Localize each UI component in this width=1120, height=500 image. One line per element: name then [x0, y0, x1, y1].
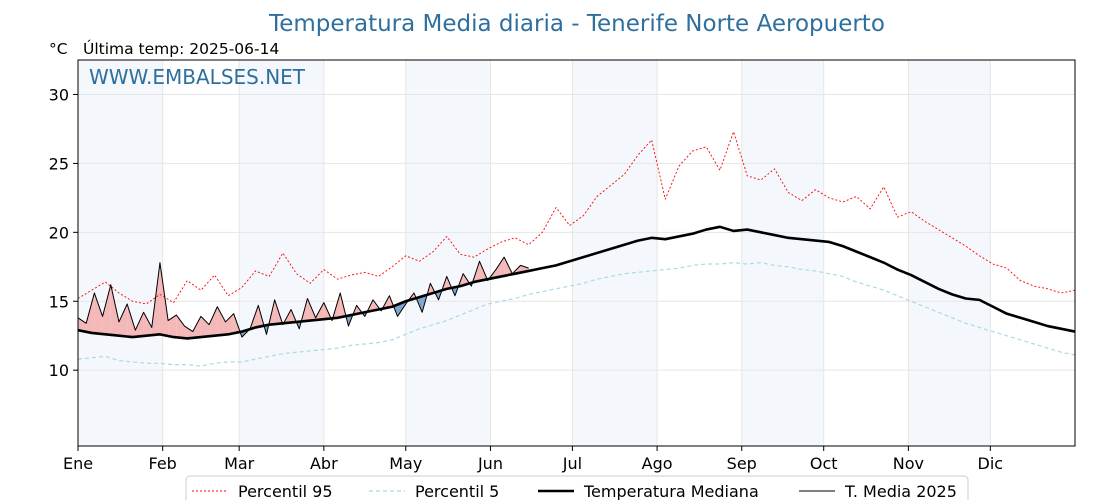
- fill-above-median: [110, 284, 119, 336]
- watermark: WWW.EMBALSES.NET: [89, 65, 306, 89]
- series-line-current: [77, 256, 529, 338]
- x-tick-label-mar: Mar: [224, 454, 255, 473]
- fill-above-median: [184, 326, 193, 339]
- legend-label-1: Percentil 5: [415, 482, 499, 500]
- plot-frame: [77, 59, 1076, 447]
- month-bands: [78, 60, 991, 446]
- y-tick-label: 15: [49, 292, 69, 311]
- series-line-p95: [77, 131, 1076, 305]
- legend-label-2: Temperatura Mediana: [583, 482, 759, 500]
- y-axis: 10 15 20 25 30: [49, 85, 78, 380]
- fill-above-median: [86, 292, 95, 334]
- unit-label: °C: [49, 40, 68, 58]
- fill-above-median: [217, 306, 226, 336]
- last-temp-label: Última temp: 2025-06-14: [83, 39, 279, 58]
- month-band-nov: [908, 60, 991, 446]
- fill-above-median: [159, 262, 169, 336]
- legend-box: [185, 475, 969, 500]
- legend-label-3: T. Media 2025: [844, 482, 957, 500]
- x-axis: Ene Feb Mar Abr May Jun Jul Ago Sep Oct Nov Dic: [63, 446, 1003, 473]
- x-tick-label-ene: Ene: [63, 454, 93, 473]
- x-tick-label-may: May: [389, 454, 422, 473]
- series-lines: [77, 131, 1076, 367]
- x-tick-label-ago: Ago: [642, 454, 673, 473]
- x-tick-label-nov: Nov: [893, 454, 924, 473]
- legend-label-0: Percentil 95: [238, 482, 333, 500]
- x-tick-label-dic: Dic: [978, 454, 1004, 473]
- fill-above-median: [135, 312, 144, 337]
- y-tick-label: 25: [49, 154, 69, 173]
- legend: Percentil 95 Percentil 5 Temperatura Media…: [185, 475, 969, 500]
- fill-above-median: [168, 315, 177, 338]
- month-band-may: [405, 60, 491, 446]
- series-line-median: [77, 225, 1076, 340]
- month-band-ene: [78, 60, 163, 446]
- fill-above-median: [78, 317, 87, 332]
- x-tick-label-abr: Abr: [310, 454, 338, 473]
- month-band-jul: [572, 60, 658, 446]
- x-tick-label-jul: Jul: [562, 454, 582, 473]
- chart-title: Temperatura Media diaria - Tenerife Nort…: [268, 11, 885, 37]
- series-line-p5: [77, 262, 1076, 367]
- fill-above-median: [94, 292, 103, 335]
- fill-above-median: [143, 312, 152, 336]
- fill-above-median: [200, 316, 210, 338]
- month-band-sep: [741, 60, 824, 446]
- fill-above-median: [192, 316, 201, 338]
- x-tick-label-oct: Oct: [810, 454, 838, 473]
- x-tick-label-feb: Feb: [149, 454, 177, 473]
- x-tick-label-jun: Jun: [477, 454, 503, 473]
- y-tick-label: 20: [49, 223, 69, 242]
- x-tick-label-sep: Sep: [727, 454, 757, 473]
- fill-above-median: [209, 306, 218, 337]
- fill-above-median: [118, 304, 128, 337]
- fill-above-median: [495, 257, 505, 278]
- fill-above-median: [102, 284, 111, 335]
- month-band-mar: [239, 60, 324, 446]
- y-tick-label: 10: [49, 361, 69, 380]
- fill-above-median: [176, 315, 185, 339]
- y-tick-label: 30: [49, 85, 69, 104]
- fill-above-median: [225, 313, 234, 335]
